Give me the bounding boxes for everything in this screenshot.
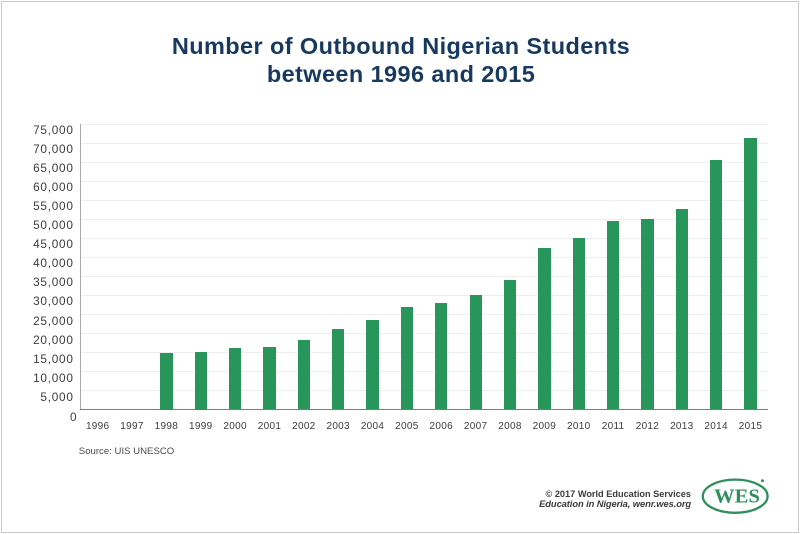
- svg-text:WES: WES: [714, 486, 760, 508]
